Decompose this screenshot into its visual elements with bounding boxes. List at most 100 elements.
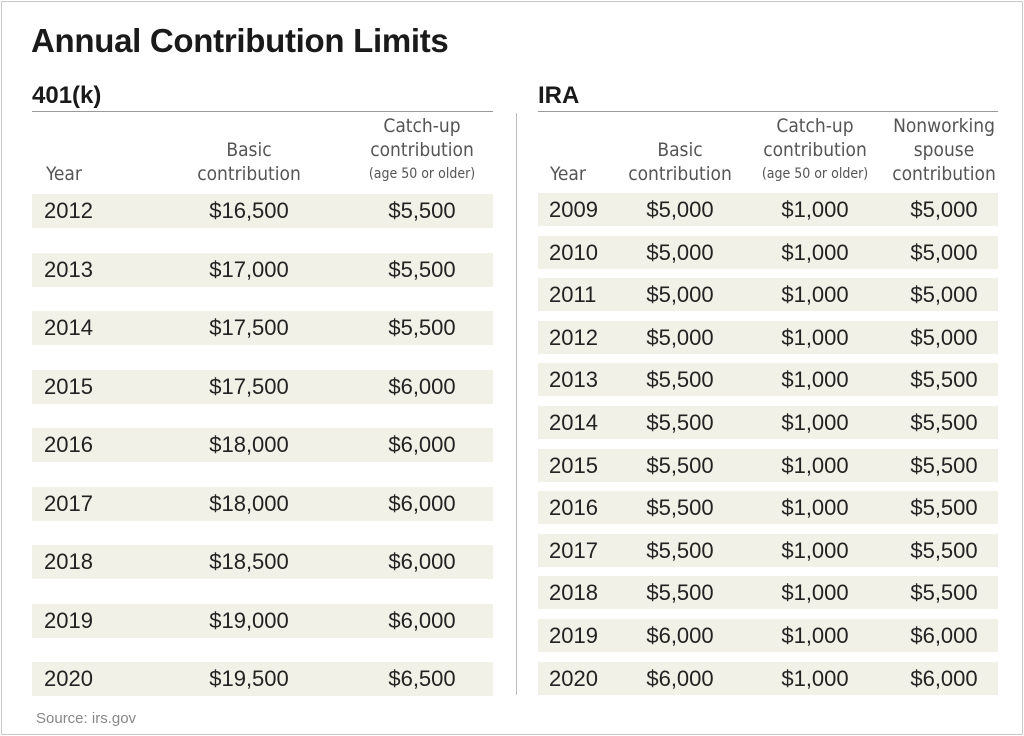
table-row-band	[538, 576, 998, 609]
table-cell-value: $5,500	[388, 257, 456, 282]
table-cell-value: $19,500	[209, 666, 289, 691]
table-cell-year: 2016	[549, 494, 598, 520]
table-row-band	[538, 491, 998, 524]
table-row-band	[32, 545, 493, 579]
column-header-line: contribution	[763, 139, 867, 161]
table-cell-value: $1,000	[781, 665, 849, 691]
table-cell-value: $17,500	[209, 315, 289, 340]
table-cell-value: $5,500	[910, 452, 978, 478]
table-cell-value: $6,000	[388, 374, 456, 399]
table-cell-value: $6,000	[910, 622, 978, 648]
column-header-line: (age 50 or older)	[368, 166, 476, 182]
table-cell-value: $1,000	[781, 622, 849, 648]
source-note: Source: irs.gov	[36, 710, 137, 727]
table-row-band	[32, 604, 493, 638]
table-row-band	[538, 619, 998, 652]
column-header-line: Basic	[226, 139, 272, 161]
table-cell-value: $1,000	[781, 537, 849, 563]
table-cell-value: $5,500	[646, 579, 714, 605]
table-cell-value: $18,000	[209, 432, 289, 457]
column-header-line: spouse	[913, 139, 975, 161]
table-cell-year: 2012	[549, 324, 598, 350]
table-cell-year: 2020	[44, 666, 93, 691]
table-cell-value: $5,000	[646, 196, 714, 222]
table-cell-value: $6,000	[910, 665, 978, 691]
table-cell-value: $1,000	[781, 494, 849, 520]
column-header: Year	[550, 162, 586, 186]
rule-401k	[32, 111, 493, 112]
column-header-line: Catch-up	[776, 115, 854, 137]
table-cell-value: $19,000	[209, 608, 289, 633]
column-header: Nonworking spouse contribution	[854, 114, 1024, 186]
table-cell-value: $5,500	[910, 366, 978, 392]
rule-ira	[538, 111, 998, 112]
table-cell-year: 2014	[44, 315, 93, 340]
table-cell-value: $6,500	[388, 666, 456, 691]
section-title-ira: IRA	[538, 82, 580, 109]
table-cell-value: $5,500	[646, 366, 714, 392]
column-header: Basic contribution	[159, 138, 339, 186]
table-row-band	[538, 321, 998, 354]
table-cell-value: $5,000	[910, 239, 978, 265]
table-cell-value: $5,500	[910, 409, 978, 435]
table-row-band	[538, 236, 998, 269]
table-cell-value: $5,000	[646, 281, 714, 307]
column-header-line: contribution	[197, 163, 301, 185]
table-cell-value: $17,000	[209, 257, 289, 282]
table-row-band	[538, 662, 998, 695]
column-header-line: contribution	[370, 139, 474, 161]
table-cell-value: $5,500	[910, 579, 978, 605]
table-row-band	[32, 662, 493, 696]
column-header-line: Year	[550, 163, 586, 185]
table-cell-value: $5,500	[910, 537, 978, 563]
table-cell-value: $5,500	[646, 494, 714, 520]
table-cell-value: $17,500	[209, 374, 289, 399]
table-cell-value: $5,500	[646, 409, 714, 435]
table-cell-value: $5,000	[646, 324, 714, 350]
table-cell-value: $18,000	[209, 491, 289, 516]
table-row-band	[32, 370, 493, 404]
page-title: Annual Contribution Limits	[31, 22, 449, 59]
table-cell-year: 2020	[549, 665, 598, 691]
table-cell-value: $1,000	[781, 281, 849, 307]
table-cell-value: $5,000	[646, 239, 714, 265]
table-cell-year: 2016	[44, 432, 93, 457]
table-cell-value: $1,000	[781, 452, 849, 478]
table-cell-value: $18,500	[209, 549, 289, 574]
column-header-line: contribution	[628, 163, 732, 185]
section-title-401k: 401(k)	[32, 82, 102, 109]
table-row-band	[32, 428, 493, 462]
table-cell-value: $6,000	[388, 549, 456, 574]
column-header: Basic contribution	[590, 138, 770, 186]
table-cell-value: $5,000	[910, 324, 978, 350]
table-row-band	[32, 487, 493, 521]
table-row-band	[538, 363, 998, 396]
table-row-band	[538, 278, 998, 311]
table-cell-value: $1,000	[781, 366, 849, 392]
table-row-band	[538, 534, 998, 567]
table-cell-year: 2017	[549, 537, 598, 563]
table-cell-year: 2014	[549, 409, 598, 435]
table-cell-year: 2018	[44, 549, 93, 574]
table-cell-value: $5,500	[646, 537, 714, 563]
table-cell-value: $1,000	[781, 579, 849, 605]
table-cell-value: $6,000	[388, 608, 456, 633]
column-header-line: Year	[46, 163, 82, 185]
table-cell-year: 2015	[44, 374, 93, 399]
column-header-line: Catch-up	[383, 115, 461, 137]
table-cell-value: $6,000	[388, 491, 456, 516]
table-row-band	[538, 449, 998, 482]
column-header: Catch-up contribution (age 50 or older)	[332, 114, 512, 186]
table-row-band	[32, 253, 493, 287]
table-cell-year: 2012	[44, 198, 93, 223]
column-header: Catch-up contribution (age 50 or older)	[725, 114, 905, 186]
table-cell-value: $5,500	[388, 315, 456, 340]
table-cell-value: $6,000	[646, 622, 714, 648]
column-header-line: Nonworking	[893, 115, 995, 137]
column-header-line: contribution	[892, 163, 996, 185]
table-cell-year: 2010	[549, 239, 598, 265]
table-row-band	[538, 193, 998, 226]
column-header-line: (age 50 or older)	[761, 166, 869, 182]
column-header-line: Basic	[657, 139, 703, 161]
column-header: Year	[46, 162, 82, 186]
